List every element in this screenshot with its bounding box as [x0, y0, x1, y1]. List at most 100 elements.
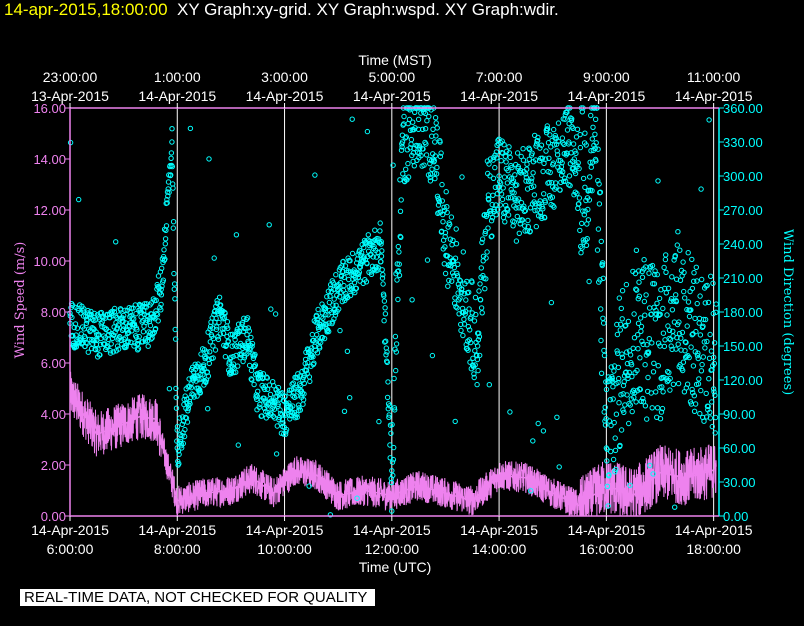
- wind-direction-point: [575, 205, 581, 212]
- wind-direction-point: [378, 253, 385, 259]
- wind-direction-point: [206, 156, 212, 162]
- wind-direction-point: [389, 459, 396, 465]
- y-right-tick-label: 90.00: [723, 407, 756, 422]
- wind-direction-point: [604, 458, 610, 464]
- wind-direction-point: [390, 162, 396, 168]
- wind-direction-point: [186, 376, 192, 382]
- y-right-tick-label: 240.00: [723, 237, 763, 252]
- wind-direction-point: [185, 408, 191, 414]
- wind-direction-point: [621, 409, 627, 416]
- wind-direction-point: [164, 200, 170, 206]
- x-top-tick-time: 1:00:00: [154, 69, 201, 85]
- wind-direction-point: [610, 384, 616, 390]
- wind-direction-point: [165, 179, 172, 185]
- wind-direction-point: [544, 123, 550, 129]
- wind-direction-point: [418, 110, 424, 116]
- wind-direction-point: [667, 336, 674, 343]
- wind-direction-point: [565, 141, 572, 147]
- wind-direction-point: [249, 343, 255, 349]
- wind-direction-series: [67, 105, 719, 518]
- wind-direction-point: [241, 315, 247, 321]
- wind-direction-point: [589, 188, 595, 194]
- wind-direction-point: [524, 166, 530, 172]
- wind-direction-point: [706, 376, 712, 382]
- wind-direction-point: [529, 175, 535, 181]
- wind-direction-point: [680, 259, 686, 265]
- wind-direction-point: [573, 150, 579, 157]
- wind-direction-point: [514, 182, 520, 188]
- wind-direction-point: [593, 158, 599, 164]
- wind-direction-point: [214, 298, 220, 304]
- wind-direction-point: [540, 206, 546, 212]
- x-bottom-tick-time: 12:00:00: [365, 541, 420, 557]
- wind-direction-point: [207, 339, 214, 345]
- wind-direction-point: [616, 400, 622, 406]
- wind-direction-point: [314, 331, 320, 338]
- wind-direction-point: [614, 321, 620, 328]
- wind-direction-point: [574, 190, 580, 197]
- wind-direction-point: [187, 401, 193, 407]
- wind-direction-point: [529, 150, 535, 156]
- wind-direction-point: [184, 419, 191, 425]
- wind-direction-point: [337, 294, 343, 300]
- wind-direction-point: [697, 293, 703, 299]
- wind-direction-point: [249, 340, 256, 347]
- wind-direction-point: [212, 347, 219, 353]
- wind-direction-point: [660, 389, 666, 395]
- wind-direction-point: [616, 295, 622, 301]
- wind-direction-point: [598, 337, 604, 344]
- graph-header: 14-apr-2015,18:00:00 XY Graph:xy-grid. X…: [4, 0, 559, 20]
- wind-direction-point: [324, 294, 330, 300]
- wind-direction-point: [452, 418, 458, 425]
- wind-direction-point: [399, 141, 405, 147]
- wind-direction-point: [230, 353, 236, 360]
- wind-direction-point: [635, 296, 641, 302]
- wind-direction-point: [620, 407, 626, 413]
- wind-direction-point: [679, 329, 686, 336]
- wind-direction-point: [712, 414, 719, 421]
- wind-direction-point: [315, 306, 321, 313]
- wind-direction-point: [202, 353, 208, 360]
- y-right-tick-label: 210.00: [723, 271, 763, 286]
- wind-direction-point: [500, 214, 507, 221]
- wind-direction-point: [216, 319, 222, 326]
- wind-direction-point: [271, 406, 278, 412]
- wind-direction-point: [562, 178, 569, 184]
- wind-direction-point: [169, 139, 175, 145]
- wind-direction-point: [522, 223, 528, 229]
- wind-direction-point: [531, 183, 537, 189]
- wind-direction-point: [330, 280, 336, 286]
- wind-direction-point: [203, 379, 209, 386]
- x-top-tick-time: 23:00:00: [43, 69, 98, 85]
- y-left-tick-label: 4.00: [41, 407, 66, 422]
- wind-direction-point: [658, 409, 665, 415]
- wind-direction-point: [660, 305, 666, 312]
- wind-direction-point: [681, 288, 687, 295]
- wind-direction-point: [333, 302, 339, 308]
- wind-direction-point: [427, 178, 434, 184]
- wind-direction-point: [386, 414, 392, 420]
- wind-direction-point: [501, 174, 508, 180]
- wind-direction-point: [389, 421, 395, 428]
- wind-direction-point: [577, 144, 584, 151]
- wind-direction-point: [677, 247, 683, 253]
- wind-direction-point: [640, 395, 646, 402]
- wind-direction-point: [388, 430, 394, 436]
- wind-direction-point: [655, 363, 661, 369]
- wind-direction-point: [393, 367, 399, 374]
- wind-direction-point: [468, 339, 474, 346]
- wind-direction-point: [449, 278, 455, 284]
- wind-direction-point: [433, 171, 440, 177]
- wind-direction-point: [297, 407, 304, 413]
- wind-direction-point: [505, 167, 511, 174]
- wind-direction-point: [398, 197, 404, 203]
- wind-direction-point: [520, 146, 526, 152]
- wind-direction-point: [90, 341, 96, 347]
- wind-direction-point: [609, 375, 615, 382]
- wind-direction-point: [120, 315, 126, 321]
- wind-direction-point: [160, 277, 167, 283]
- wind-direction-point: [553, 141, 560, 147]
- wind-direction-point: [656, 295, 663, 302]
- wind-direction-point: [701, 339, 707, 345]
- wind-direction-point: [323, 311, 329, 318]
